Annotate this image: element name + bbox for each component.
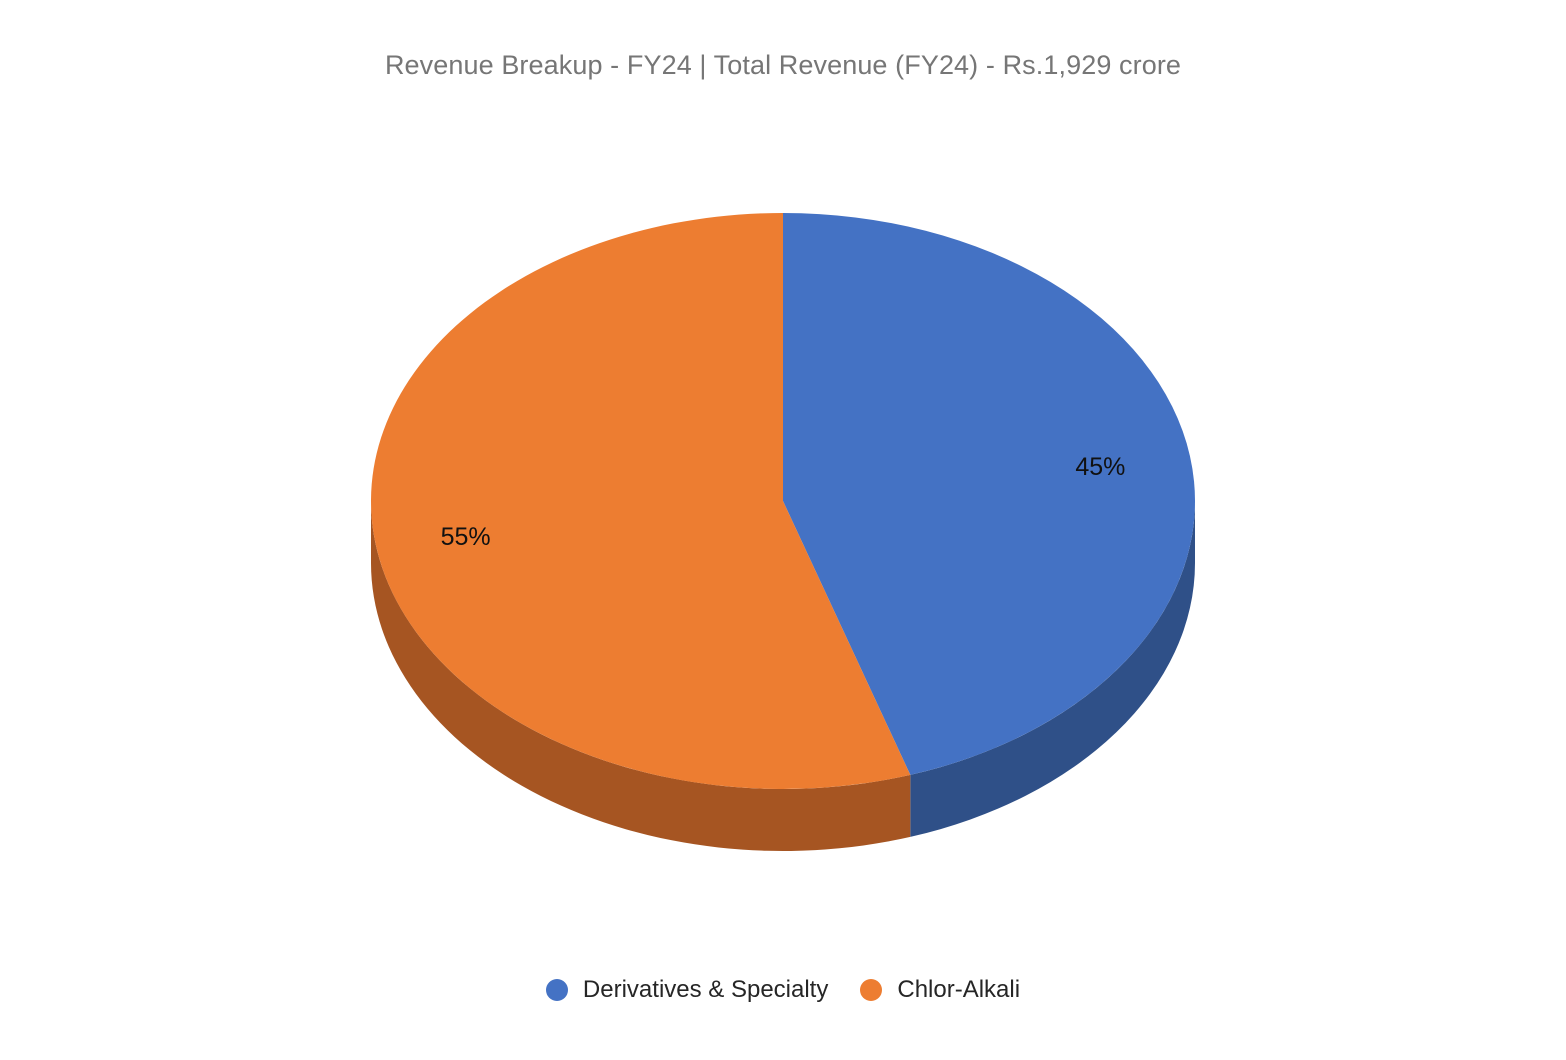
legend: Derivatives & Specialty Chlor-Alkali [0, 976, 1566, 1004]
pie-side-chlor-alkali [371, 501, 911, 851]
legend-swatch-derivatives-specialty [545, 979, 568, 1001]
pie-data-labels: 45% 55% [441, 453, 1126, 551]
legend-item-chlor-alkali[interactable]: Chlor-Alkali [860, 976, 1020, 1004]
legend-swatch-chlor-alkali [860, 979, 883, 1001]
legend-item-derivatives-specialty[interactable]: Derivatives & Specialty [545, 976, 829, 1004]
pie-slices [371, 212, 1196, 789]
chart-title: Revenue Breakup - FY24 | Total Revenue (… [384, 50, 1182, 80]
pie-slice-derivatives-specialty[interactable] [783, 212, 1196, 775]
legend-label-chlor-alkali: Chlor-Alkali [897, 976, 1021, 1003]
pie-sides [371, 501, 1195, 851]
pie-slice-chlor-alkali[interactable] [371, 213, 911, 789]
legend-label-derivatives-specialty: Derivatives & Specialty [582, 976, 829, 1003]
data-label-chlor-alkali: 55% [441, 523, 491, 551]
pie-side-derivatives-specialty [910, 501, 1195, 837]
data-label-derivatives-specialty: 45% [1075, 453, 1125, 481]
